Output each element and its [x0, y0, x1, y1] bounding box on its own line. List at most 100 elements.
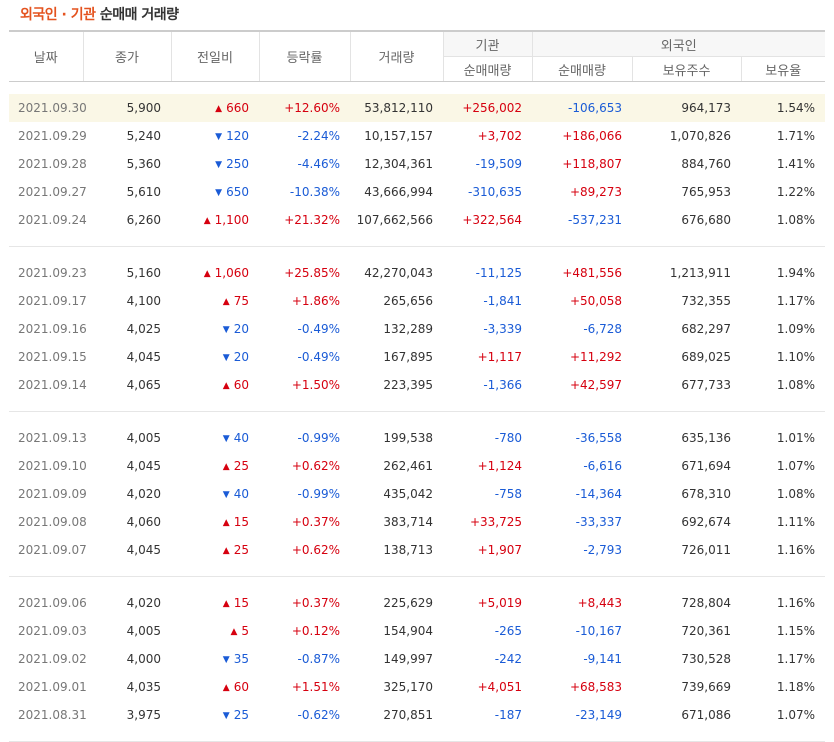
cell-rate: -0.62%	[297, 708, 340, 722]
cell-holdings: 884,760	[681, 157, 731, 171]
cell-volume: 270,851	[383, 708, 433, 722]
cell-change-value: 60	[233, 680, 249, 694]
cell-rate: -0.49%	[297, 322, 340, 336]
cell-inst: +1,124	[477, 459, 522, 473]
cell-foreign: -537,231	[568, 213, 622, 227]
cell-rate: -2.24%	[297, 129, 340, 143]
cell-inst: -3,339	[483, 322, 522, 336]
triangle-down-icon: ▼	[222, 434, 230, 444]
cell-change-value: 25	[233, 459, 249, 473]
cell-holdings: 1,070,826	[669, 129, 731, 143]
cell-inst: -11,125	[475, 266, 522, 280]
cell-volume: 325,170	[383, 680, 433, 694]
cell-volume: 149,997	[383, 652, 433, 666]
cell-inst: -780	[494, 431, 522, 445]
cell-foreign: +68,583	[569, 680, 622, 694]
header-ratio: 보유율	[740, 56, 825, 82]
cell-change: ▼ 40	[171, 424, 259, 452]
cell-rate: +1.50%	[291, 378, 340, 392]
cell-change: ▼ 20	[171, 315, 259, 343]
cell-change-value: 20	[233, 322, 249, 336]
table-row: 2021.09.01 4,035 ▲ 60 +1.51% 325,170 +4,051 +68…	[9, 673, 825, 701]
triangle-up-icon: ▲	[230, 627, 238, 637]
table-row: 2021.09.07 4,045 ▲ 25 +0.62% 138,713 +1,907 -2,…	[9, 536, 825, 564]
cell-change: ▲ 60	[171, 673, 259, 701]
cell-ratio: 1.11%	[776, 515, 815, 529]
cell-ratio: 1.16%	[776, 596, 815, 610]
cell-holdings: 732,355	[681, 294, 731, 308]
cell-change-value: 60	[233, 378, 249, 392]
cell-inst: +256,002	[443, 94, 532, 122]
table-row: 2021.09.24 6,260 ▲ 1,100 +21.32% 107,662,566 +…	[9, 206, 825, 234]
cell-close: 5,360	[126, 157, 161, 171]
cell-foreign: -6,728	[583, 322, 622, 336]
cell-ratio: 1.07%	[776, 459, 815, 473]
cell-foreign: +11,292	[569, 350, 622, 364]
cell-close: 4,025	[126, 322, 161, 336]
cell-ratio: 1.18%	[776, 680, 815, 694]
cell-date: 2021.09.07	[18, 543, 87, 557]
table-row: 2021.09.10 4,045 ▲ 25 +0.62% 262,461 +1,124 -6,…	[9, 452, 825, 480]
cell-foreign: -23,149	[575, 708, 622, 722]
cell-volume: 138,713	[383, 543, 433, 557]
cell-change: ▲ 25	[171, 536, 259, 564]
cell-change: ▲ 15	[171, 508, 259, 536]
cell-foreign: -10,167	[575, 624, 622, 638]
cell-ratio: 1.10%	[776, 350, 815, 364]
cell-date: 2021.09.10	[18, 459, 87, 473]
cell-foreign: +42,597	[569, 378, 622, 392]
table-row: 2021.09.16 4,025 ▼ 20 -0.49% 132,289 -3,339 -6,…	[9, 315, 825, 343]
cell-date: 2021.09.09	[18, 487, 87, 501]
triangle-down-icon: ▼	[222, 655, 230, 665]
cell-date: 2021.09.23	[18, 266, 87, 280]
triangle-down-icon: ▼	[222, 325, 230, 335]
cell-close: 4,020	[126, 487, 161, 501]
cell-foreign: +8,443	[577, 596, 622, 610]
cell-close: 4,020	[126, 596, 161, 610]
header-close: 종가	[82, 30, 171, 82]
cell-change-value: 5	[241, 624, 249, 638]
cell-close: 4,045	[126, 543, 161, 557]
triangle-up-icon: ▲	[222, 297, 230, 307]
cell-date: 2021.09.08	[18, 515, 87, 529]
cell-rate: -0.99%	[297, 431, 340, 445]
table-row: 2021.09.02 4,000 ▼ 35 -0.87% 149,997 -242 -9,14…	[9, 645, 825, 673]
cell-change: ▲ 60	[171, 371, 259, 399]
cell-change: ▼ 35	[171, 645, 259, 673]
cell-holdings: 689,025	[681, 350, 731, 364]
cell-volume: 107,662,566	[356, 213, 433, 227]
cell-volume: 435,042	[383, 487, 433, 501]
cell-volume: 225,629	[383, 596, 433, 610]
cell-holdings: 671,086	[681, 708, 731, 722]
cell-foreign: +481,556	[562, 266, 622, 280]
cell-holdings: 726,011	[681, 543, 731, 557]
cell-date: 2021.09.29	[18, 129, 87, 143]
cell-inst: -19,509	[475, 157, 522, 171]
triangle-down-icon: ▼	[222, 490, 230, 500]
cell-ratio: 1.71%	[776, 129, 815, 143]
table-row: 2021.09.14 4,065 ▲ 60 +1.50% 223,395 -1,366 +42…	[9, 371, 825, 399]
cell-holdings: 692,674	[681, 515, 731, 529]
cell-volume: 265,656	[383, 294, 433, 308]
table-row: 2021.09.27 5,610 ▼ 650 -10.38% 43,666,994 -310…	[9, 178, 825, 206]
section-title-secondary: 순매매 거래량	[99, 7, 179, 23]
cell-holdings: 635,136	[681, 431, 731, 445]
cell-change: ▲ 1,100	[171, 206, 259, 234]
cell-change: ▼ 650	[171, 178, 259, 206]
cell-date: 2021.09.06	[18, 596, 87, 610]
cell-date: 2021.09.28	[18, 157, 87, 171]
cell-close: 4,000	[126, 652, 161, 666]
cell-inst: -310,635	[468, 185, 522, 199]
table-body: 2021.09.30 5,900 ▲ 660 +12.60% 53,812,110 +256…	[9, 82, 825, 742]
cell-close: 5,240	[126, 129, 161, 143]
triangle-up-icon: ▲	[222, 462, 230, 472]
cell-close: 4,045	[126, 459, 161, 473]
cell-holdings: 676,680	[681, 213, 731, 227]
cell-ratio: 1.94%	[776, 266, 815, 280]
table-row: 2021.09.15 4,045 ▼ 20 -0.49% 167,895 +1,117 +11…	[9, 343, 825, 371]
cell-rate: -0.87%	[297, 652, 340, 666]
cell-rate: +0.12%	[291, 624, 340, 638]
cell-change: ▲ 5	[171, 617, 259, 645]
cell-foreign: -2,793	[583, 543, 622, 557]
cell-foreign: -9,141	[583, 652, 622, 666]
